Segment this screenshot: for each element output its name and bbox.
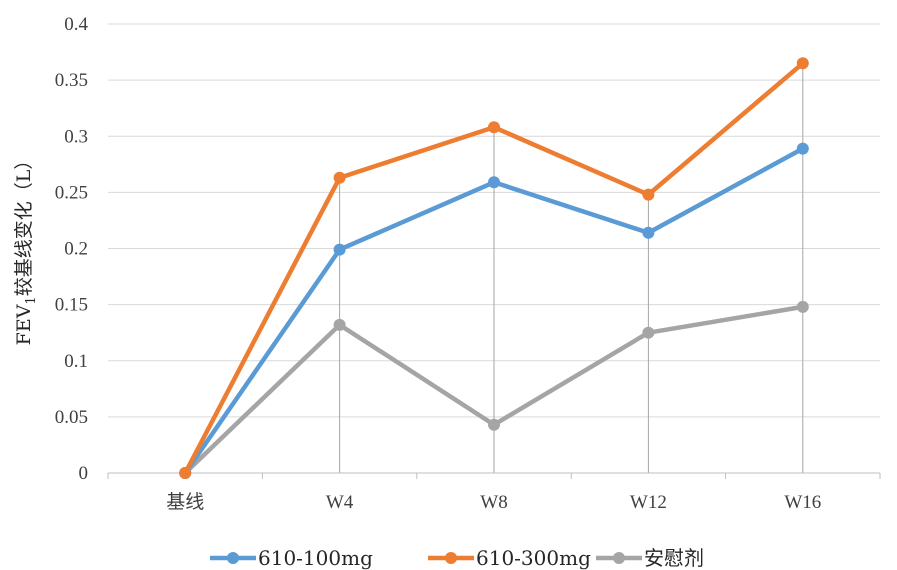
y-axis-label: FEV1较基线变化（L） [13, 151, 39, 346]
legend-swatch-marker [613, 552, 625, 564]
y-tick-label: 0.35 [55, 70, 88, 91]
y-axis-tick-labels: 0 0.05 0.1 0.15 0.2 0.25 0.3 0.35 0.4 [55, 14, 89, 484]
x-axis-tick-labels: 基线 W4 W8 W12 W16 [107, 473, 881, 513]
x-tick-label: W16 [784, 492, 821, 513]
legend-swatch-marker [227, 552, 239, 564]
data-point [796, 142, 809, 155]
y-tick-label: 0.15 [55, 295, 88, 316]
legend-swatch-marker [445, 552, 457, 564]
legend: 610-100mg 610-300mg 安慰剂 [210, 546, 704, 570]
y-tick-label: 0.1 [64, 351, 88, 372]
y-tick-label: 0.3 [64, 126, 88, 147]
y-tick-label: 0 [79, 463, 89, 484]
legend-item: 安慰剂 [596, 546, 704, 570]
data-point [333, 243, 346, 256]
y-tick-label: 0.2 [64, 239, 88, 260]
series-lines [179, 57, 809, 479]
data-point [796, 57, 809, 70]
x-tick-label: W8 [480, 492, 507, 513]
data-point [333, 171, 346, 184]
data-point [642, 326, 655, 339]
y-tick-label: 0.25 [55, 182, 88, 203]
data-point [488, 418, 500, 431]
legend-item: 610-300mg [428, 546, 591, 570]
legend-label: 610-300mg [476, 546, 591, 570]
data-point [488, 121, 500, 134]
y-tick-label: 0.4 [64, 14, 88, 35]
x-tick-label: W12 [630, 492, 667, 513]
y-tick-label: 0.05 [55, 407, 88, 428]
data-point [333, 318, 346, 331]
data-point [179, 467, 192, 479]
data-point [642, 226, 655, 239]
x-tick-label: W4 [326, 492, 354, 513]
legend-item: 610-100mg [210, 546, 373, 570]
data-point [796, 300, 809, 313]
legend-label: 610-100mg [258, 546, 373, 570]
data-point [642, 188, 655, 201]
x-tick-label: 基线 [166, 491, 204, 513]
legend-label: 安慰剂 [644, 546, 704, 570]
series-610-300mg [179, 57, 809, 479]
data-point [488, 176, 500, 189]
